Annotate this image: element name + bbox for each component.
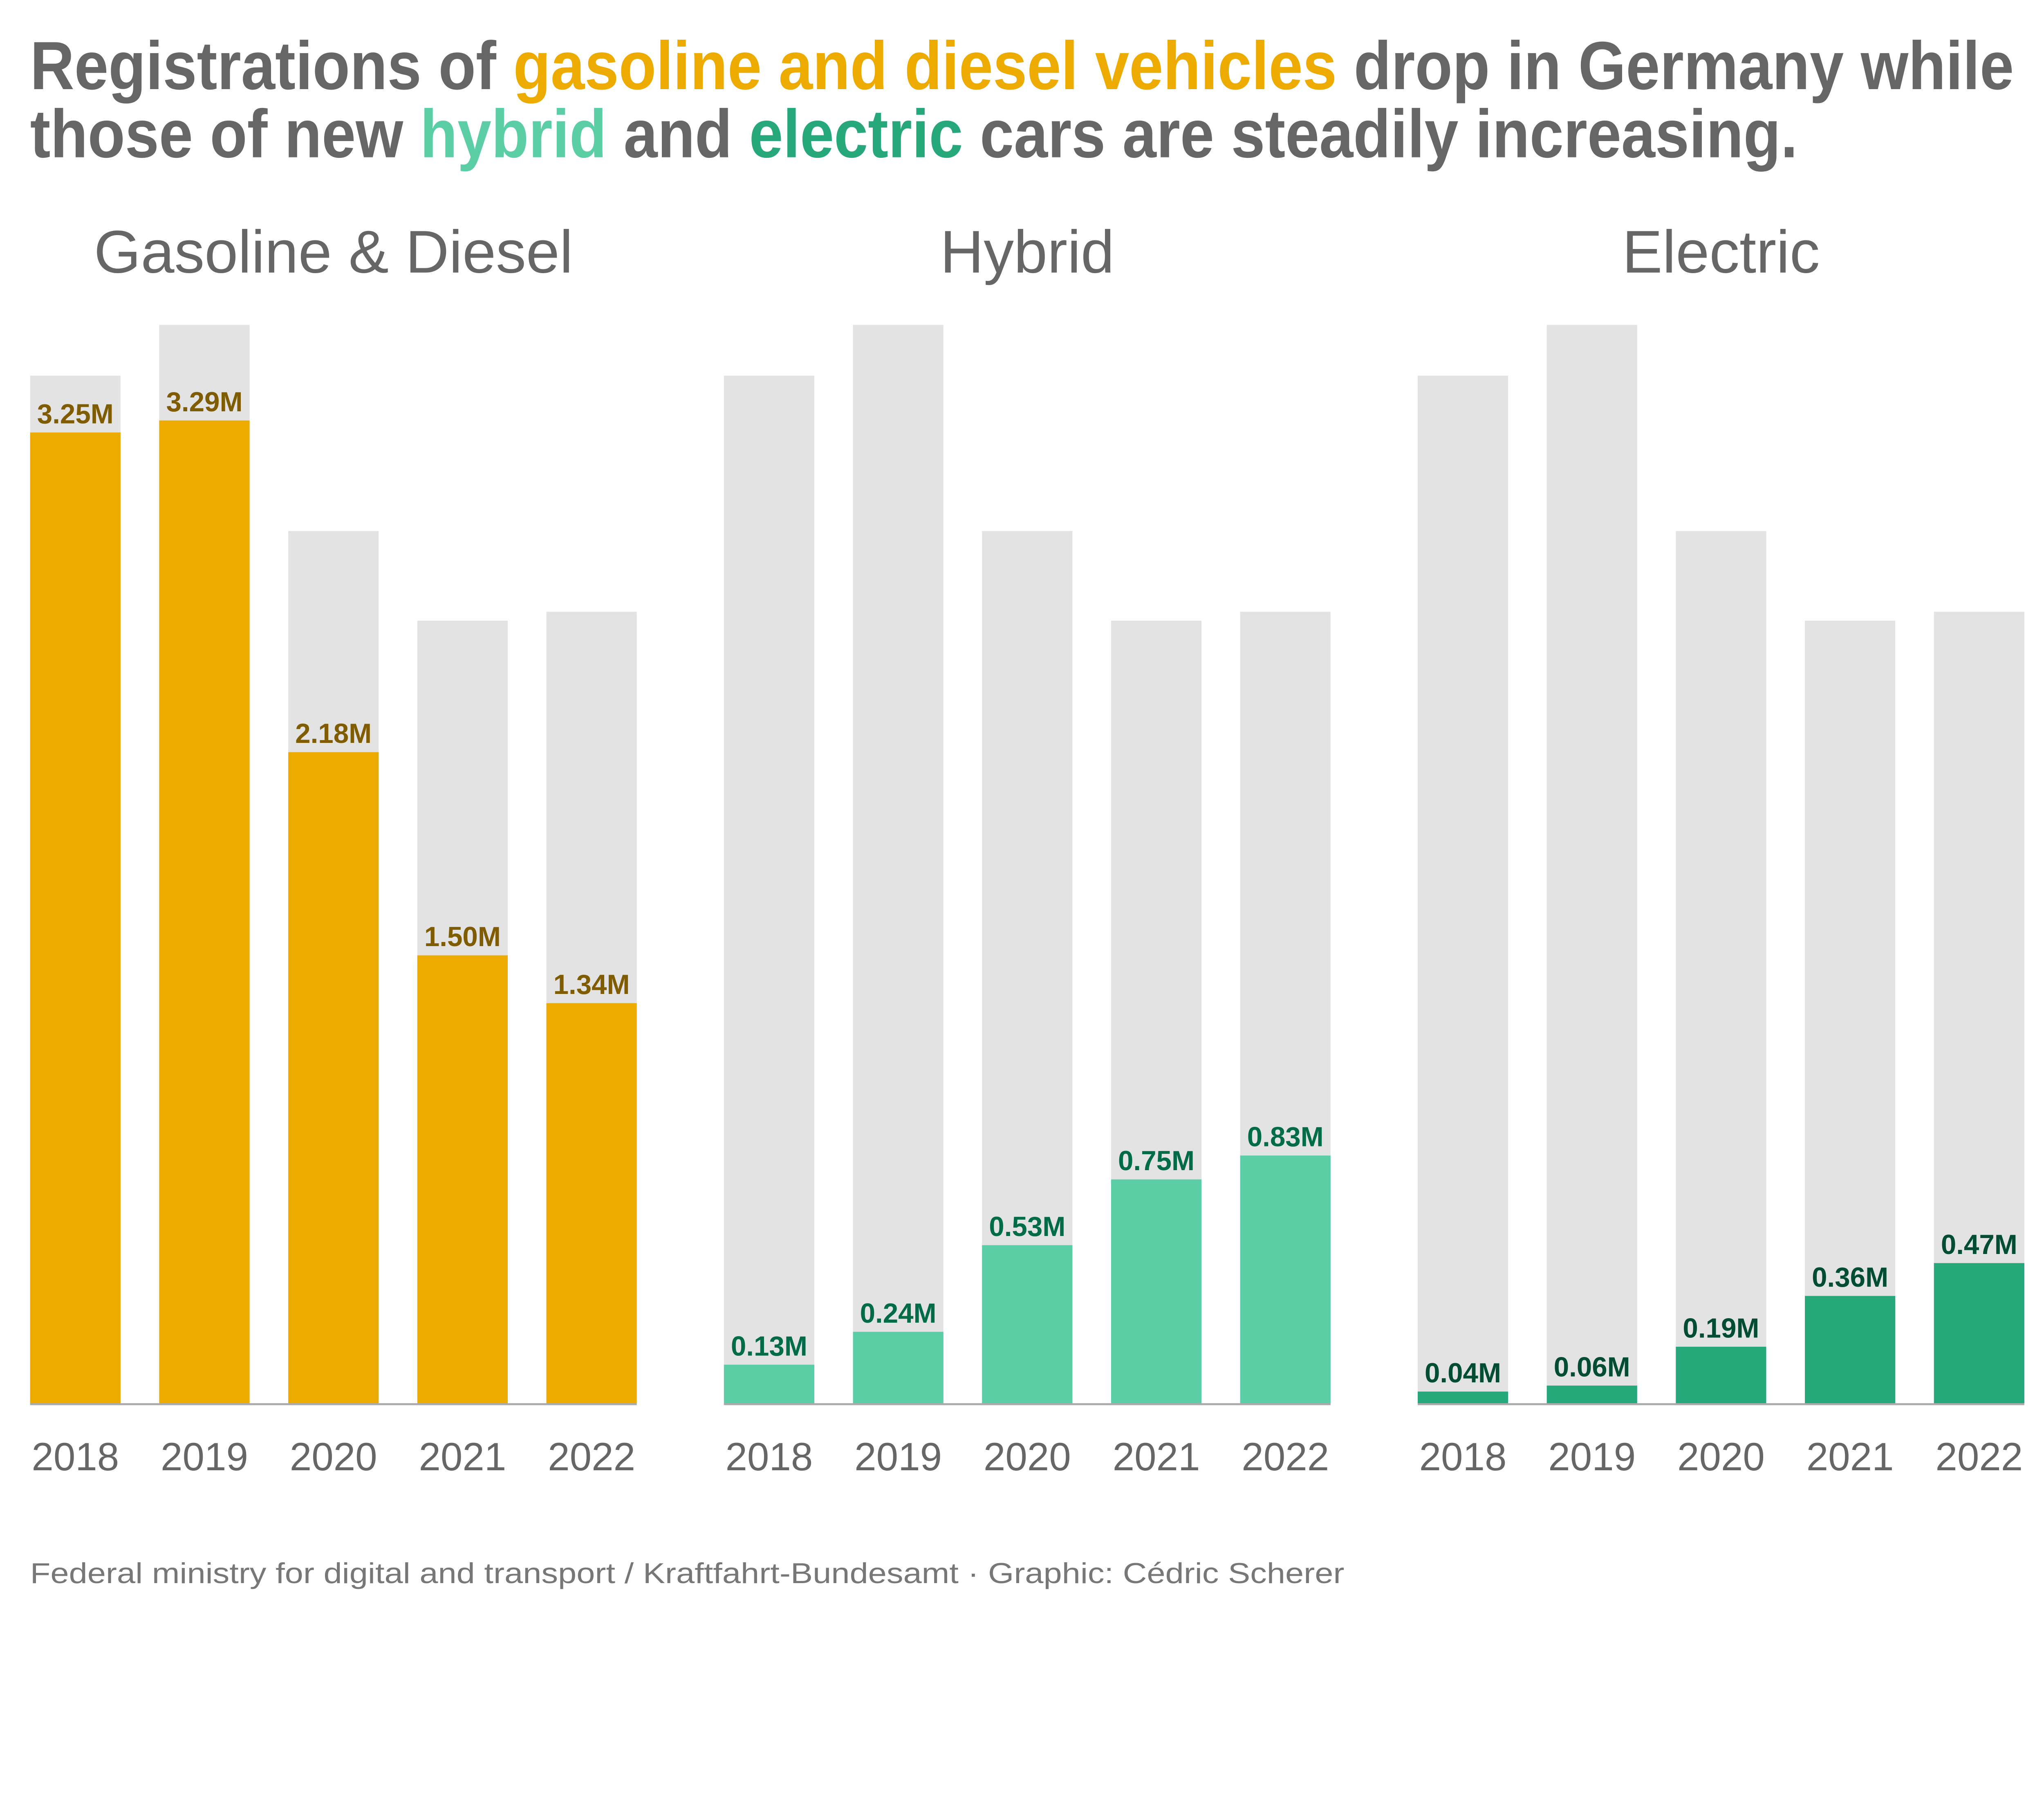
x-tick-label: 2020 <box>984 1435 1071 1479</box>
x-tick-label: 2022 <box>1935 1435 2023 1479</box>
x-tick-label: 2022 <box>1242 1435 1329 1479</box>
data-label: 0.36M <box>1812 1262 1888 1293</box>
value-bar <box>1805 1296 1896 1404</box>
x-tick-label: 2020 <box>290 1435 377 1479</box>
total-bar <box>1676 531 1766 1404</box>
x-tick-label: 2018 <box>1419 1435 1507 1479</box>
x-tick-label: 2020 <box>1677 1435 1765 1479</box>
title-segment: and <box>607 96 749 172</box>
panel-electric: Electric 0.04M 2018 0.06M 2019 0.19M 2020 0.36M… <box>1417 219 2024 1479</box>
total-bar <box>1805 621 1896 1404</box>
x-tick-label: 2019 <box>854 1435 942 1479</box>
x-tick-label: 2019 <box>161 1435 248 1479</box>
x-tick-label: 2018 <box>725 1435 813 1479</box>
panels: Gasoline & Diesel 3.25M 2018 3.29M 2019 2.18M… <box>30 219 2024 1479</box>
data-label: 0.19M <box>1683 1313 1759 1344</box>
title-segment: electric <box>749 96 963 172</box>
x-tick-label: 2021 <box>1806 1435 1894 1479</box>
x-tick-label: 2018 <box>31 1435 119 1479</box>
data-label: 0.24M <box>860 1298 937 1329</box>
data-label: 3.25M <box>37 399 114 429</box>
x-tick-label: 2021 <box>419 1435 506 1479</box>
value-bar <box>546 1003 637 1404</box>
caption: Federal ministry for digital and transpo… <box>30 1557 1345 1589</box>
title-segment: drop in Germany while <box>1337 28 2014 104</box>
title-segment: hybrid <box>420 96 607 172</box>
x-tick-label: 2019 <box>1548 1435 1636 1479</box>
data-label: 2.18M <box>295 718 372 749</box>
data-label: 0.04M <box>1425 1358 1501 1389</box>
value-bar <box>853 1332 944 1404</box>
chart-title-line-2: those of new hybrid and electric cars ar… <box>30 96 1798 172</box>
data-label: 0.47M <box>1941 1229 2017 1260</box>
value-bar <box>30 432 121 1404</box>
data-label: 0.06M <box>1554 1352 1630 1382</box>
value-bar <box>1111 1179 1202 1404</box>
data-label: 1.50M <box>424 922 501 952</box>
total-bar <box>1546 325 1637 1404</box>
data-label: 0.53M <box>989 1211 1065 1242</box>
total-bar <box>724 375 814 1404</box>
title-segment: those of new <box>30 96 420 172</box>
value-bar <box>982 1245 1073 1404</box>
value-bar <box>1417 1391 1508 1404</box>
panel-title: Hybrid <box>940 219 1114 286</box>
total-bar <box>1417 375 1508 1404</box>
value-bar <box>724 1364 814 1404</box>
data-label: 0.75M <box>1118 1146 1195 1176</box>
chart-title-line-1: Registrations of gasoline and diesel veh… <box>30 28 2014 104</box>
value-bar <box>288 752 379 1404</box>
value-bar <box>1676 1346 1766 1404</box>
x-tick-label: 2022 <box>548 1435 635 1479</box>
title-segment: Registrations of <box>30 28 513 104</box>
data-label: 3.29M <box>166 387 242 417</box>
data-label: 1.34M <box>554 969 630 1000</box>
panel-hybrid: Hybrid 0.13M 2018 0.24M 2019 0.53M 2020 0.75M 20… <box>724 219 1331 1479</box>
x-tick-label: 2021 <box>1113 1435 1200 1479</box>
value-bar <box>1546 1385 1637 1404</box>
value-bar <box>159 420 250 1404</box>
panel-title: Electric <box>1622 219 1820 286</box>
value-bar <box>1240 1155 1331 1404</box>
title-segment: gasoline and diesel vehicles <box>513 28 1337 104</box>
data-label: 0.13M <box>731 1331 807 1362</box>
panel-title: Gasoline & Diesel <box>94 219 573 286</box>
chart-figure: Registrations of gasoline and diesel veh… <box>30 28 2024 1589</box>
title-segment: cars are steadily increasing. <box>963 96 1798 172</box>
value-bar <box>417 955 508 1404</box>
value-bar <box>1934 1263 2024 1404</box>
data-label: 0.83M <box>1247 1122 1324 1153</box>
panel-gasoline-diesel: Gasoline & Diesel 3.25M 2018 3.29M 2019 2.18M… <box>30 219 637 1479</box>
total-bar <box>853 325 944 1404</box>
